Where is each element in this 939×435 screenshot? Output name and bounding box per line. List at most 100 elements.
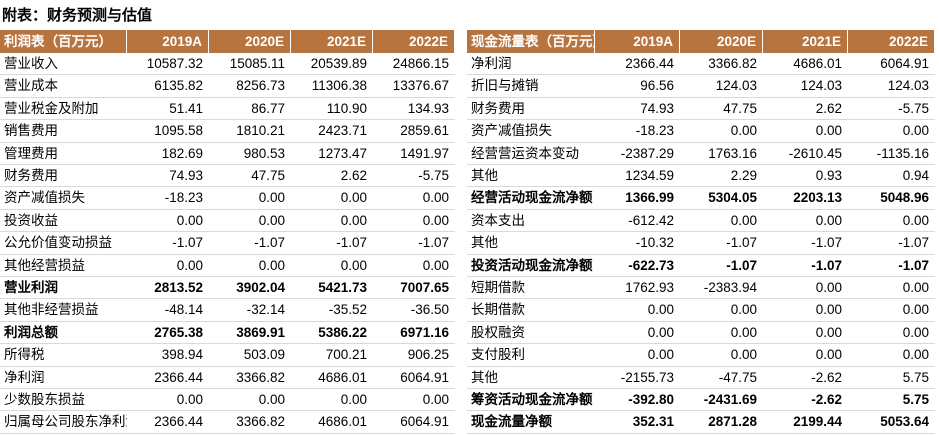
income-table: 利润表（百万元） 2019A 2020E 2021E 2022E 营业收入 10587.32… — [0, 30, 455, 435]
value-cell: 3366.82 — [209, 367, 291, 389]
value-cell: 980.53 — [209, 143, 291, 165]
value-cell: 6971.16 — [373, 322, 455, 345]
value-cell: 0.00 — [763, 277, 848, 300]
table-title: 现金流量表（百万元） — [467, 30, 595, 53]
value-cell: 906.25 — [373, 344, 455, 367]
value-cell: -5.75 — [373, 165, 455, 188]
value-cell: 0.00 — [373, 210, 455, 233]
row-label: 营业利润 — [0, 277, 127, 300]
value-cell: 0.00 — [291, 255, 373, 277]
value-cell: 700.21 — [291, 344, 373, 367]
value-cell: -622.73 — [595, 255, 680, 277]
value-cell: 0.00 — [127, 255, 209, 277]
value-cell: 6064.91 — [373, 411, 455, 434]
row-label: 其他 — [467, 367, 595, 389]
value-cell: -2.62 — [763, 367, 848, 389]
value-cell: -1.07 — [209, 232, 291, 255]
value-cell: 13376.67 — [373, 75, 455, 98]
value-cell: 20539.89 — [291, 53, 373, 76]
value-cell: -1.07 — [680, 232, 763, 255]
row-label: 财务费用 — [0, 165, 127, 188]
value-cell: -1.07 — [763, 255, 848, 277]
value-cell: 0.00 — [373, 389, 455, 412]
value-cell: 0.00 — [291, 389, 373, 412]
row-label: 财务费用 — [467, 98, 595, 121]
column-header: 2020E — [680, 30, 763, 53]
row-label: 现金流量净额 — [467, 411, 595, 434]
value-cell: 0.00 — [680, 344, 763, 367]
value-cell: 74.93 — [595, 98, 680, 121]
value-cell: 0.00 — [595, 344, 680, 367]
row-label: 其他经营损益 — [0, 255, 127, 277]
value-cell: 0.00 — [763, 210, 848, 233]
value-cell: 2765.38 — [127, 322, 209, 345]
value-cell: -2387.29 — [595, 143, 680, 165]
value-cell: 4686.01 — [291, 367, 373, 389]
value-cell: 1810.21 — [209, 120, 291, 143]
value-cell: 1095.58 — [127, 120, 209, 143]
value-cell: 0.00 — [373, 187, 455, 210]
value-cell: 0.00 — [763, 299, 848, 322]
value-cell: 2.62 — [763, 98, 848, 121]
value-cell: 1273.47 — [291, 143, 373, 165]
value-cell: 3366.82 — [209, 411, 291, 434]
row-label: 资产减值损失 — [0, 187, 127, 210]
value-cell: 1762.93 — [595, 277, 680, 300]
column-header: 2019A — [127, 30, 209, 53]
row-label: 资本支出 — [467, 210, 595, 233]
value-cell: 0.00 — [209, 210, 291, 233]
value-cell: 11306.38 — [291, 75, 373, 98]
value-cell: -392.80 — [595, 389, 680, 412]
value-cell: 51.41 — [127, 98, 209, 121]
row-label: 筹资活动现金流净额 — [467, 389, 595, 412]
value-cell: 124.03 — [763, 75, 848, 98]
row-label: 短期借款 — [467, 277, 595, 300]
value-cell: 2203.13 — [763, 187, 848, 210]
value-cell: -47.75 — [680, 367, 763, 389]
value-cell: 124.03 — [680, 75, 763, 98]
value-cell: -2.62 — [763, 389, 848, 412]
value-cell: 0.00 — [763, 322, 848, 345]
value-cell: 503.09 — [209, 344, 291, 367]
value-cell: -2610.45 — [763, 143, 848, 165]
row-label: 归属母公司股东净利润 — [0, 411, 127, 434]
row-label: 公允价值变动损益 — [0, 232, 127, 255]
row-label: 投资收益 — [0, 210, 127, 233]
value-cell: 2813.52 — [127, 277, 209, 300]
value-cell: -35.52 — [291, 299, 373, 322]
value-cell: 0.00 — [373, 255, 455, 277]
value-cell: 6064.91 — [373, 367, 455, 389]
value-cell: 0.00 — [848, 277, 935, 300]
value-cell: 24866.15 — [373, 53, 455, 76]
row-label: 销售费用 — [0, 120, 127, 143]
value-cell: -1.07 — [763, 232, 848, 255]
value-cell: 74.93 — [127, 165, 209, 188]
row-label: 股权融资 — [467, 322, 595, 345]
row-label: 净利润 — [0, 367, 127, 389]
value-cell: 5304.05 — [680, 187, 763, 210]
value-cell: 3366.82 — [680, 53, 763, 76]
row-label: 营业税金及附加 — [0, 98, 127, 121]
value-cell: -2383.94 — [680, 277, 763, 300]
cashflow-table: 现金流量表（百万元） 2019A 2020E 2021E 2022E 净利润 2366.44… — [467, 30, 935, 435]
value-cell: 2871.28 — [680, 411, 763, 434]
value-cell: -2431.69 — [680, 389, 763, 412]
value-cell: 0.00 — [848, 299, 935, 322]
value-cell: -612.42 — [595, 210, 680, 233]
value-cell: -36.50 — [373, 299, 455, 322]
value-cell: 5421.73 — [291, 277, 373, 300]
row-label: 所得税 — [0, 344, 127, 367]
column-header: 2020E — [209, 30, 291, 53]
value-cell: 10587.32 — [127, 53, 209, 76]
value-cell: 0.00 — [680, 120, 763, 143]
value-cell: 0.00 — [848, 210, 935, 233]
value-cell: 0.00 — [127, 210, 209, 233]
value-cell: 7007.65 — [373, 277, 455, 300]
row-label: 支付股利 — [467, 344, 595, 367]
value-cell: 3902.04 — [209, 277, 291, 300]
row-label: 少数股东损益 — [0, 389, 127, 412]
row-label: 营业收入 — [0, 53, 127, 76]
value-cell: 4686.01 — [291, 411, 373, 434]
value-cell: 182.69 — [127, 143, 209, 165]
